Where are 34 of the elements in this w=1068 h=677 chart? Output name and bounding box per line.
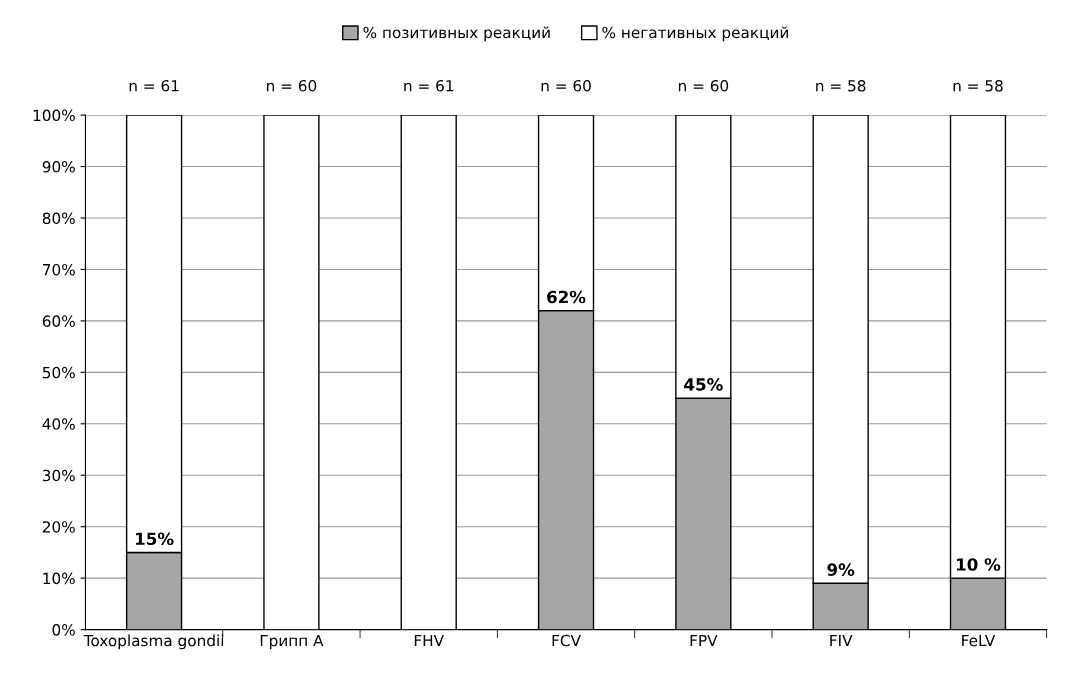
x-tick-label: FCV bbox=[552, 634, 581, 647]
text: n = 61 bbox=[129, 79, 179, 92]
text: n = 60 bbox=[678, 79, 729, 92]
y-tick-label: 10% bbox=[43, 572, 75, 585]
text: n = 60 bbox=[266, 79, 317, 92]
legend-label: % позитивных реакций bbox=[363, 26, 550, 42]
y-tick-label: 50% bbox=[42, 366, 75, 379]
data-label: 15% bbox=[136, 532, 174, 546]
x-tick-label: FPV bbox=[690, 634, 718, 647]
y-tick-label: 0% bbox=[52, 624, 75, 636]
y-tick-label: 100% bbox=[33, 109, 75, 122]
x-tick-label: Грипп А bbox=[260, 634, 324, 650]
x-tick-label: Toxoplasma gondii bbox=[83, 634, 224, 650]
legend-label: % негативных реакций bbox=[602, 26, 788, 42]
y-tick-label: 30% bbox=[42, 469, 75, 482]
y-tick-label: 90% bbox=[42, 161, 75, 173]
y-tick-label: 60% bbox=[42, 315, 75, 327]
bar bbox=[400, 115, 457, 630]
text: n = 58 bbox=[953, 79, 1003, 92]
text: n = 58 bbox=[816, 79, 866, 92]
y-tick-label: 20% bbox=[42, 521, 75, 533]
data-label: 62% bbox=[547, 290, 586, 304]
text: n = 60 bbox=[541, 79, 591, 92]
bar bbox=[263, 115, 320, 630]
y-tick-label: 80% bbox=[42, 212, 75, 225]
data-label: 9% bbox=[827, 563, 855, 576]
x-tick-label: FHV bbox=[414, 634, 444, 647]
data-label: 10 % bbox=[957, 558, 1001, 571]
data-label: 45% bbox=[684, 378, 723, 391]
x-tick-label: FIV bbox=[830, 634, 853, 647]
y-tick-label: 70% bbox=[43, 263, 75, 276]
y-tick-label: 40% bbox=[42, 418, 75, 430]
text: n = 61 bbox=[404, 79, 454, 92]
x-tick-label: FeLV bbox=[962, 634, 996, 647]
